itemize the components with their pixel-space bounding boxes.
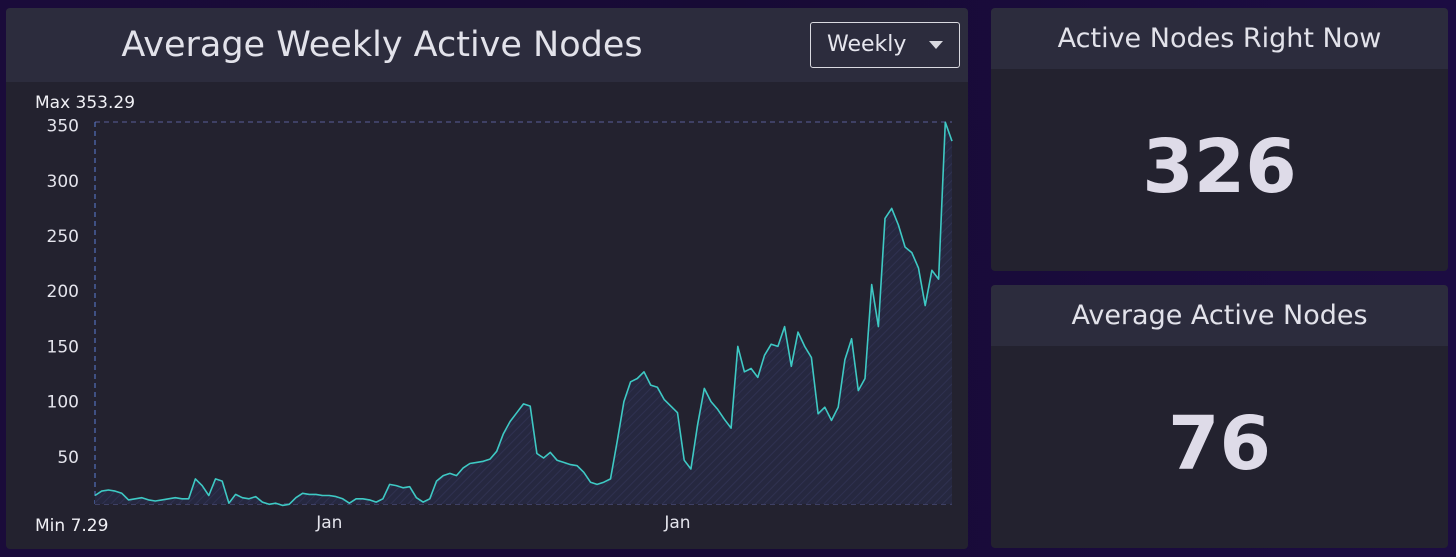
x-tick-label: Jan [315, 513, 342, 533]
y-tick-label: 150 [47, 337, 79, 357]
y-tick-label: 100 [47, 393, 79, 413]
x-tick-label: Jan [663, 513, 690, 533]
series-area [95, 122, 952, 506]
period-select-value: Weekly [827, 32, 907, 57]
min-label: Min 7.29 [35, 516, 108, 536]
chart-panel-header: Average Weekly Active Nodes Weekly [6, 8, 968, 82]
y-tick-label: 200 [47, 282, 79, 302]
period-select[interactable]: Weekly [810, 22, 960, 68]
y-tick-label: 350 [47, 117, 79, 137]
y-tick-label: 50 [57, 448, 79, 468]
series-line [94, 121, 953, 507]
active-nodes-now-value: 326 [1142, 124, 1297, 210]
y-tick-label: 250 [47, 227, 79, 247]
now-panel-title: Active Nodes Right Now [991, 8, 1448, 69]
average-active-nodes-value: 76 [1168, 401, 1271, 487]
max-label: Max 353.29 [35, 93, 135, 113]
active-nodes-now-panel: Active Nodes Right Now 326 [991, 8, 1448, 271]
average-active-nodes-panel: Average Active Nodes 76 [991, 285, 1448, 548]
weekly-active-nodes-panel: Average Weekly Active Nodes Weekly 50 100… [6, 8, 968, 549]
active-nodes-chart: 50 100 150 200 250 300 350 Max 353.29 Min 7.29 Ja… [35, 93, 953, 536]
avg-panel-title: Average Active Nodes [991, 285, 1448, 346]
chevron-down-icon [929, 41, 943, 49]
y-tick-label: 300 [47, 172, 79, 192]
chart-title: Average Weekly Active Nodes [121, 25, 643, 65]
